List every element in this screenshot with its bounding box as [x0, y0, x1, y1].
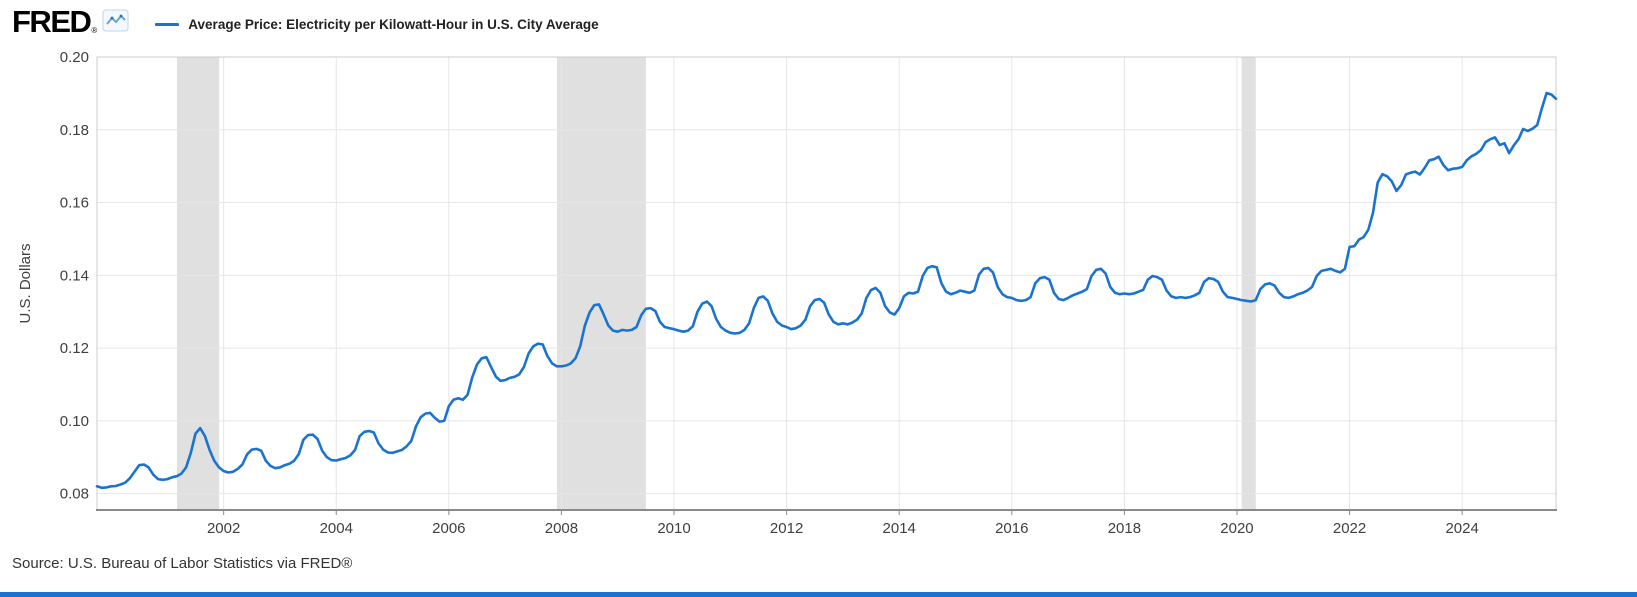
recession-band — [176, 57, 220, 510]
x-tick-label: 2020 — [1220, 520, 1253, 537]
x-tick-label: 2022 — [1333, 520, 1366, 537]
legend-label: Average Price: Electricity per Kilowatt-… — [188, 16, 599, 32]
registered-trademark-icon: ® — [91, 26, 98, 35]
x-tick-label: 2008 — [545, 520, 578, 537]
x-tick-label: 2024 — [1445, 520, 1478, 537]
chart-header: FRED ® Average Price: Electricity per Ki… — [12, 6, 599, 37]
y-tick-label: 0.20 — [60, 49, 89, 66]
x-tick-label: 2010 — [657, 520, 690, 537]
bottom-accent-bar — [0, 592, 1637, 597]
x-tick-label: 2016 — [995, 520, 1028, 537]
x-tick-label: 2014 — [883, 520, 916, 537]
x-tick-label: 2004 — [320, 520, 353, 537]
legend: Average Price: Electricity per Kilowatt-… — [155, 16, 599, 32]
y-axis-title: U.S. Dollars — [17, 243, 34, 323]
y-tick-label: 0.16 — [60, 195, 89, 212]
y-tick-label: 0.08 — [60, 486, 89, 503]
x-tick-label: 2006 — [432, 520, 465, 537]
price-series-line[interactable] — [95, 91, 1558, 490]
x-tick-label: 2018 — [1108, 520, 1141, 537]
fred-logo[interactable]: FRED ® — [12, 6, 129, 37]
recession-band — [1241, 57, 1256, 510]
source-note: Source: U.S. Bureau of Labor Statistics … — [12, 555, 353, 572]
x-tick-label: 2002 — [207, 520, 240, 537]
x-tick-label: 2012 — [770, 520, 803, 537]
y-tick-label: 0.14 — [60, 267, 89, 284]
plot-border — [96, 56, 1557, 511]
y-tick-label: 0.18 — [60, 122, 89, 139]
fred-sparkline-icon — [102, 9, 129, 32]
fred-logo-text: FRED — [12, 4, 92, 39]
legend-line-swatch — [155, 22, 180, 26]
y-tick-label: 0.10 — [60, 413, 89, 430]
y-tick-label: 0.12 — [60, 340, 89, 357]
recession-band — [556, 57, 646, 510]
